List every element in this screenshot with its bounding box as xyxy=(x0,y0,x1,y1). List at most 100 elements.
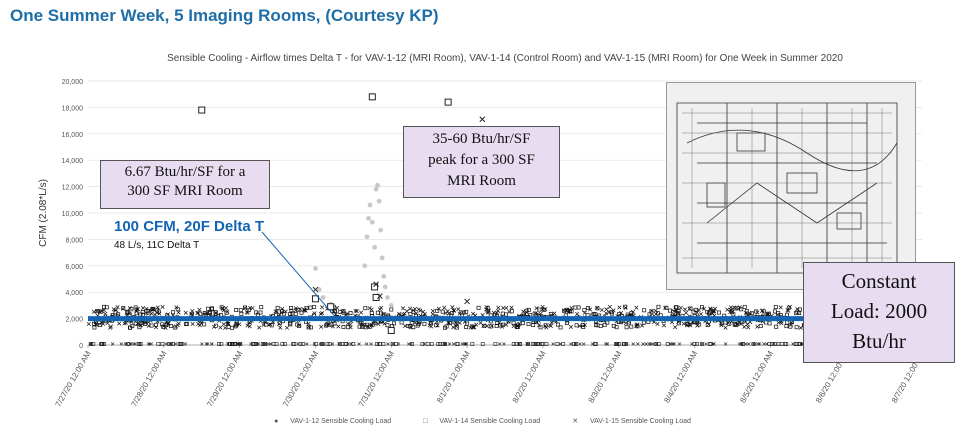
band-marker xyxy=(213,323,218,328)
zero-marker xyxy=(100,342,104,346)
zero-marker xyxy=(462,342,467,346)
callout-left-line: 300 SF MRI Room xyxy=(127,183,243,199)
vav-1-12-point xyxy=(381,273,387,279)
band-marker xyxy=(103,311,108,316)
band-marker xyxy=(676,309,681,314)
band-marker xyxy=(233,324,238,329)
band-marker xyxy=(786,308,791,313)
zero-marker xyxy=(692,342,697,346)
band-marker xyxy=(451,325,456,330)
band-marker xyxy=(121,306,126,311)
band-marker xyxy=(91,309,96,314)
band-marker xyxy=(135,321,140,326)
band-marker xyxy=(778,305,783,310)
zero-marker xyxy=(641,342,645,346)
vav-1-12-point xyxy=(366,215,371,221)
band-marker xyxy=(363,306,368,311)
zero-marker xyxy=(770,342,774,346)
zero-marker xyxy=(622,342,627,346)
zero-marker xyxy=(644,342,648,346)
vav-1-15-point xyxy=(312,286,319,293)
band-marker xyxy=(127,325,132,330)
vav-1-14-point xyxy=(387,326,395,334)
zero-marker xyxy=(338,342,342,346)
band-marker xyxy=(152,312,157,317)
zero-marker xyxy=(782,342,787,346)
band-marker xyxy=(484,307,489,312)
vav-1-14-point xyxy=(198,106,206,114)
vav-1-12-point xyxy=(385,295,390,300)
zero-marker xyxy=(740,342,745,346)
band-marker xyxy=(678,305,683,310)
band-marker xyxy=(723,325,728,330)
zero-marker xyxy=(746,342,751,346)
band-marker xyxy=(274,309,279,314)
y-tick-label: 8,000 xyxy=(65,237,83,244)
band-marker xyxy=(171,310,175,315)
zero-marker xyxy=(534,342,538,346)
band-marker xyxy=(238,308,243,313)
band-marker xyxy=(776,311,781,316)
x-tick-label: 7/31/20 12:00 AM xyxy=(357,349,396,408)
band-marker xyxy=(576,305,581,310)
zero-marker xyxy=(160,342,165,346)
band-marker xyxy=(324,323,329,328)
band-marker xyxy=(520,321,525,326)
zero-marker xyxy=(394,342,399,346)
zero-marker xyxy=(582,342,586,346)
zero-marker xyxy=(700,342,704,346)
vav-1-12-point xyxy=(373,186,379,192)
zero-marker xyxy=(369,342,373,346)
band-marker xyxy=(521,309,526,314)
band-marker xyxy=(430,308,435,313)
band-marker xyxy=(379,311,383,316)
band-marker xyxy=(324,322,329,327)
zero-marker xyxy=(138,342,143,346)
band-marker xyxy=(319,324,324,329)
band-marker xyxy=(268,322,273,327)
band-marker xyxy=(190,309,195,314)
band-marker xyxy=(536,323,542,328)
band-marker xyxy=(511,320,516,325)
band-marker xyxy=(399,320,404,325)
zero-marker xyxy=(791,342,795,346)
zero-marker xyxy=(526,342,531,346)
band-marker xyxy=(202,322,207,327)
y-tick-label: 18,000 xyxy=(62,105,84,112)
band-marker xyxy=(244,310,249,315)
legend-item: ✕ VAV-1-15 Sensible Cooling Load xyxy=(572,418,691,425)
zero-marker xyxy=(183,342,188,346)
band-marker xyxy=(219,305,224,310)
band-marker xyxy=(472,325,477,330)
band-marker xyxy=(335,305,340,310)
band-marker xyxy=(239,312,244,316)
zero-marker xyxy=(381,342,386,346)
band-marker xyxy=(739,307,744,312)
band-marker xyxy=(617,312,622,316)
zero-marker xyxy=(470,342,475,346)
band-marker xyxy=(568,324,573,329)
band-marker xyxy=(595,306,600,311)
band-marker xyxy=(761,309,766,314)
band-marker xyxy=(538,325,543,330)
band-marker xyxy=(504,322,509,327)
band-marker xyxy=(573,305,578,310)
band-marker xyxy=(126,310,130,315)
band-marker xyxy=(673,325,678,330)
band-marker xyxy=(341,310,346,315)
band-marker xyxy=(566,310,571,315)
y-tick-label: 2,000 xyxy=(65,317,83,324)
zero-marker xyxy=(767,342,772,346)
band-marker xyxy=(259,305,264,310)
slide-title: One Summer Week, 5 Imaging Rooms, (Court… xyxy=(10,6,439,25)
zero-marker xyxy=(772,342,777,346)
band-marker xyxy=(742,304,747,309)
band-marker xyxy=(764,320,769,325)
band-marker xyxy=(663,305,668,310)
band-marker xyxy=(94,322,99,327)
band-marker xyxy=(564,321,569,325)
zero-marker xyxy=(219,342,224,346)
band-marker xyxy=(766,312,771,317)
band-marker xyxy=(226,325,231,330)
band-marker xyxy=(160,304,165,309)
